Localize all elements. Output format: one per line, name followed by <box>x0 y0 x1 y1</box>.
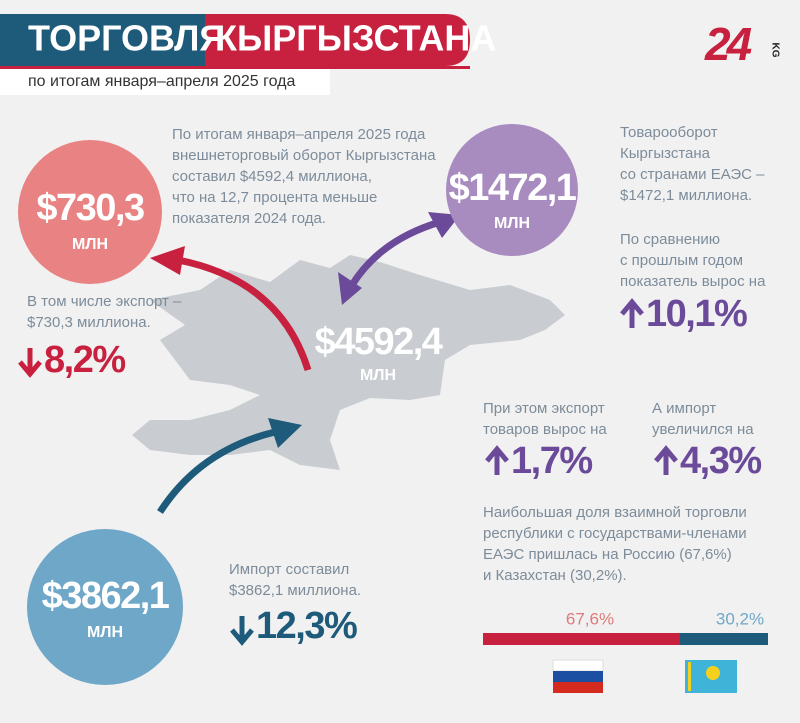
eaeu-circle <box>446 124 578 256</box>
eaeu-arrow <box>349 218 442 287</box>
russia-flag <box>553 671 603 682</box>
share-label: 30,2% <box>716 609 764 628</box>
eaeu-growth: 10,1% <box>646 293 747 335</box>
eaeu-growth-text: По сравнению <box>620 231 720 248</box>
eaeu-arrowhead <box>338 272 362 305</box>
import-amount: $3862,1 <box>42 575 170 617</box>
import-text: Импорт составил <box>229 561 349 578</box>
eaeu-text: со странами ЕАЭС – <box>620 166 765 183</box>
eaeu-shares-text: и Казахстан (30,2%). <box>483 567 627 584</box>
total-text: внешнеторговый оборот Кыргызстана <box>172 147 436 164</box>
eaeu-text: Кыргызстана <box>620 145 711 162</box>
eaeu-export-text: При этом экспорт <box>483 400 605 417</box>
export-arrowhead <box>150 246 185 275</box>
total-amount: $4592,4 <box>315 321 443 363</box>
up-arrow-icon <box>620 298 644 328</box>
eaeu-growth-text: с прошлым годом <box>620 252 743 269</box>
eaeu-amount: $1472,1 <box>449 167 577 209</box>
export-text: $730,3 миллиона. <box>27 314 151 331</box>
down-arrow-icon <box>18 348 42 378</box>
eaeu-export-growth: 1,7% <box>511 440 592 482</box>
import-text: $3862,1 миллиона. <box>229 582 361 599</box>
total-text: По итогам января–апреля 2025 года <box>172 126 426 143</box>
up-arrow-icon <box>654 445 678 475</box>
export-amount: $730,3 <box>36 187 144 229</box>
eaeu-import-text: увеличился на <box>652 421 754 438</box>
title-right: КЫРГЫЗСТАНА <box>215 18 496 59</box>
share-label: 67,6% <box>566 609 614 628</box>
eaeu-import-text: А импорт <box>652 400 716 417</box>
total-text: составил $4592,4 миллиона, <box>172 168 372 185</box>
eaeu-arrowhead <box>428 212 460 238</box>
share-bar <box>679 633 768 645</box>
eaeu-text: $1472,1 миллиона. <box>620 187 752 204</box>
logo: 24 <box>704 18 752 70</box>
eaeu-growth-text: показатель вырос на <box>620 273 766 290</box>
russia-flag <box>552 659 604 672</box>
up-arrow-icon <box>485 445 509 475</box>
title-band-left <box>0 14 205 66</box>
export-text: В том числе экспорт – <box>27 293 182 310</box>
import-arrowhead <box>268 418 302 448</box>
export-change: 8,2% <box>44 339 125 381</box>
kazakhstan-flag <box>688 662 691 691</box>
eaeu-shares-text: ЕАЭС пришлась на Россию (67,6%) <box>483 546 732 563</box>
title-left: ТОРГОВЛЯ <box>28 18 225 59</box>
down-arrow-icon <box>230 616 254 646</box>
subtitle-band <box>0 69 330 95</box>
eaeu-shares-text: республики с государствами-членами <box>483 525 747 542</box>
logo-suffix: KG <box>769 43 780 58</box>
total-unit: млн <box>360 367 396 384</box>
export-unit: млн <box>72 236 108 253</box>
subtitle: по итогам января–апреля 2025 года <box>28 73 296 90</box>
russia-flag <box>553 682 603 693</box>
total-text: показателя 2024 года. <box>172 210 326 227</box>
import-unit: млн <box>87 624 123 641</box>
eaeu-unit: млн <box>494 215 530 232</box>
kazakhstan-flag <box>706 666 720 680</box>
eaeu-export-text: товаров вырос на <box>483 421 607 438</box>
title-band-right <box>205 14 470 66</box>
export-arrow <box>177 256 312 372</box>
total-text: что на 12,7 процента меньше <box>172 189 377 206</box>
import-circle <box>27 529 183 685</box>
import-arrow <box>157 428 276 514</box>
title-underline <box>0 66 470 69</box>
import-change: 12,3% <box>256 605 357 647</box>
kyrgyzstan-map <box>132 255 565 470</box>
eaeu-shares-text: Наибольшая доля взаимной торговли <box>483 504 747 521</box>
export-circle <box>18 140 162 284</box>
eaeu-text: Товарооборот <box>620 124 718 141</box>
eaeu-import-growth: 4,3% <box>680 440 761 482</box>
share-bar <box>483 633 680 645</box>
